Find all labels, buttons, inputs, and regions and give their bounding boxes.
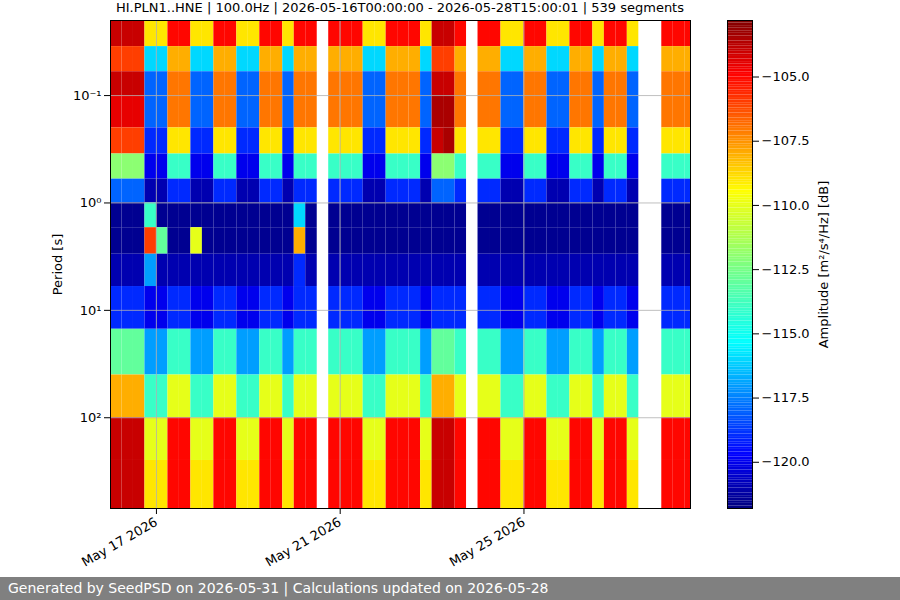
- svg-text:Amplitude [m²/s⁴/Hz] [dB]: Amplitude [m²/s⁴/Hz] [dB]: [816, 181, 831, 349]
- svg-text:−107.5: −107.5: [762, 133, 810, 148]
- svg-text:−112.5: −112.5: [762, 262, 810, 277]
- svg-text:−117.5: −117.5: [762, 390, 810, 405]
- svg-text:May 17 2026: May 17 2026: [79, 514, 160, 569]
- svg-text:−105.0: −105.0: [762, 69, 810, 84]
- svg-text:−115.0: −115.0: [762, 326, 810, 341]
- html-text:HI.PLN1..HNE | 100.0Hz | 2026-: HI.PLN1..HNE | 100.0Hz | 2026-05-16T00:0…: [116, 0, 684, 15]
- svg-text:10¹: 10¹: [80, 303, 102, 318]
- svg-text:May 25 2026: May 25 2026: [447, 514, 528, 569]
- svg-text:10⁻¹: 10⁻¹: [73, 88, 102, 103]
- svg-text:10⁰: 10⁰: [80, 195, 102, 210]
- svg-text:May 21 2026: May 21 2026: [263, 514, 344, 569]
- svg-text:−120.0: −120.0: [762, 454, 810, 469]
- svg-text:10²: 10²: [80, 410, 102, 425]
- svg-text:−110.0: −110.0: [762, 198, 810, 213]
- svg-text:Period [s]: Period [s]: [50, 234, 65, 296]
- html-text:Generated by SeedPSD on 2026-0: Generated by SeedPSD on 2026-05-31 | Cal…: [8, 580, 549, 596]
